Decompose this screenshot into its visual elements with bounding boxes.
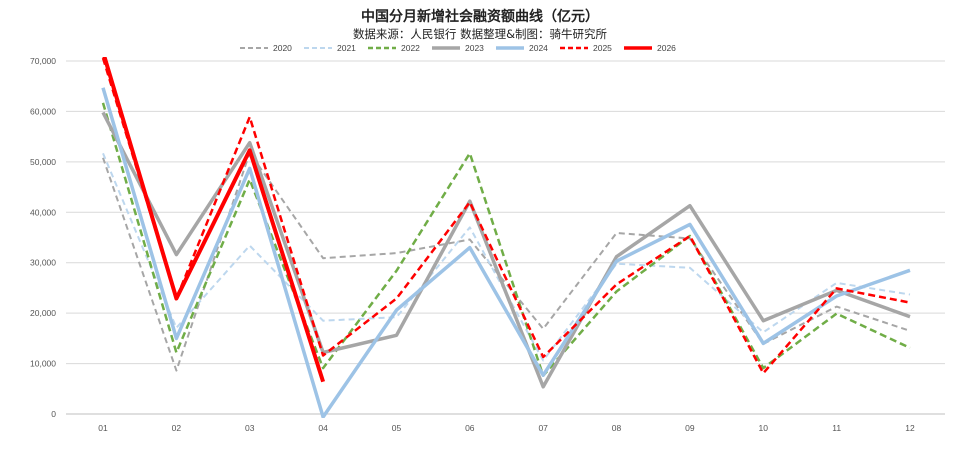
legend-label-2020: 2020 — [273, 43, 292, 53]
x-tick-label: 03 — [245, 423, 255, 433]
y-tick-label: 10,000 — [30, 359, 56, 369]
series-line-2023 — [101, 111, 911, 389]
y-tick-label: 20,000 — [30, 308, 56, 318]
x-tick-label: 07 — [538, 423, 548, 433]
series-line-2021 — [102, 152, 911, 362]
x-tick-label: 08 — [612, 423, 622, 433]
series-line-2024 — [101, 87, 911, 418]
x-tick-label: 05 — [392, 423, 402, 433]
series-line-2026 — [102, 57, 326, 383]
series-line-2025 — [101, 57, 911, 375]
x-tick-label: 11 — [832, 423, 841, 433]
legend-label-2025: 2025 — [593, 43, 612, 53]
x-tick-label: 01 — [98, 423, 108, 433]
x-tick-label: 09 — [685, 423, 695, 433]
y-tick-label: 70,000 — [30, 56, 56, 66]
y-tick-label: 60,000 — [30, 106, 56, 116]
y-tick-label: 40,000 — [30, 207, 56, 217]
y-tick-label: 0 — [51, 409, 56, 419]
x-tick-label: 02 — [172, 423, 182, 433]
legend-label-2021: 2021 — [337, 43, 356, 53]
legend-label-2022: 2022 — [401, 43, 420, 53]
x-tick-label: 06 — [465, 423, 475, 433]
legend-label-2023: 2023 — [465, 43, 484, 53]
x-tick-label: 04 — [318, 423, 328, 433]
series-line-2020 — [102, 151, 911, 372]
x-tick-label: 10 — [759, 423, 769, 433]
y-tick-label: 30,000 — [30, 258, 56, 268]
chart-subtitle: 数据来源：人民银行 数据整理&制图：骑牛研究所 — [352, 27, 608, 41]
series-line-2022 — [101, 102, 911, 377]
legend-label-2024: 2024 — [529, 43, 548, 53]
legend-label-2026: 2026 — [657, 43, 676, 53]
y-tick-label: 50,000 — [30, 157, 56, 167]
x-tick-label: 12 — [905, 423, 915, 433]
chart-title: 中国分月新增社会融资额曲线（亿元） — [361, 9, 599, 25]
